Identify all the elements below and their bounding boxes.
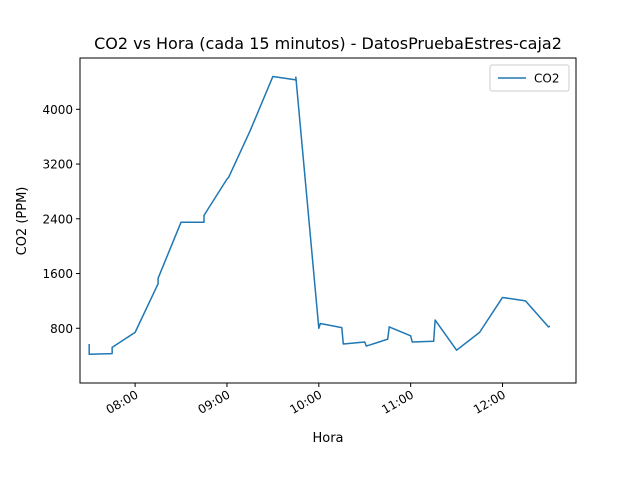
y-tick-label: 4000 xyxy=(42,103,73,117)
legend-box xyxy=(489,64,570,92)
y-axis-label: CO2 (PPM) xyxy=(15,187,30,256)
y-tick-label: 3200 xyxy=(42,158,73,172)
x-axis-label: Hora xyxy=(312,431,343,446)
plot-area xyxy=(79,57,577,384)
y-tick-label: 1600 xyxy=(42,267,73,281)
plot-frame xyxy=(79,57,577,384)
y-axis-ticks: 800 1600 2400 3200 4000 xyxy=(42,103,80,336)
chart-title: CO2 vs Hora (cada 15 minutos) - DatosPru… xyxy=(94,34,562,53)
y-tick-label: 800 xyxy=(50,322,73,336)
legend: CO2 xyxy=(489,64,570,92)
y-tick-label: 2400 xyxy=(42,212,73,226)
legend-label: CO2 xyxy=(534,72,559,86)
series-line-1 xyxy=(88,75,551,356)
